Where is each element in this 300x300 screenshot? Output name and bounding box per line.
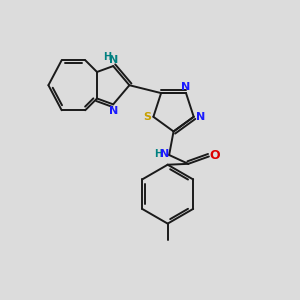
Text: O: O	[209, 148, 220, 161]
Text: N: N	[160, 148, 169, 158]
Text: S: S	[143, 112, 151, 122]
Text: N: N	[109, 55, 119, 64]
Text: H: H	[154, 148, 162, 158]
Text: H: H	[103, 52, 111, 62]
Text: N: N	[182, 82, 190, 92]
Text: N: N	[196, 112, 205, 122]
Text: N: N	[109, 106, 119, 116]
